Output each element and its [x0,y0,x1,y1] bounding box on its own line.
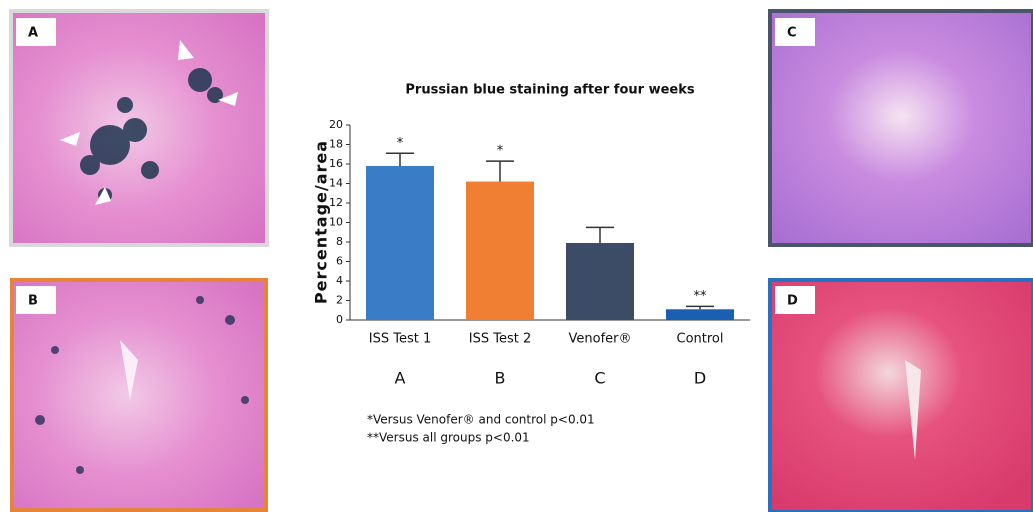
group-label: B [495,369,506,388]
y-tick-label: 0 [336,313,343,326]
error-bar [686,305,714,310]
y-tick-label: 4 [336,274,343,287]
y-tick-label: 14 [329,177,343,190]
panel-b: B [10,278,268,512]
panel-label: C [787,26,797,41]
panel-a: A [9,9,269,247]
group-label: C [594,369,605,388]
error-bar [486,160,514,182]
panel-c: C [768,9,1033,247]
significance: ** [694,289,708,304]
y-tick-label: 20 [329,118,343,131]
y-tick-label: 16 [329,157,343,170]
y-tick-label: 8 [336,235,343,248]
group-label: D [694,369,706,388]
panel-label: A [28,26,38,41]
bar [566,242,634,320]
panel-label: D [787,294,798,309]
x-tick-label: ISS Test 2 [469,332,531,347]
y-axis-label: Percentage/area [312,140,331,304]
y-tick-label: 10 [329,216,343,229]
error-bar [586,226,614,243]
group-label: A [395,369,406,388]
note: *Versus Venofer® and control p<0.01 [367,413,595,427]
significance: * [497,144,504,159]
panel-label: B [28,294,38,309]
y-tick-label: 2 [336,294,343,307]
significance: * [397,136,404,151]
x-tick-label: ISS Test 1 [369,332,431,347]
y-tick-label: 6 [336,255,343,268]
x-tick-label: Venofer® [569,332,632,347]
chart-title: Prussian blue staining after four weeks [405,83,694,98]
y-tick-label: 12 [329,196,343,209]
panel-d: D [768,278,1033,512]
bar [466,181,534,320]
x-tick-label: Control [677,332,724,347]
y-tick-label: 18 [329,138,343,151]
note: **Versus all groups p<0.01 [367,431,530,445]
error-bar [386,152,414,166]
bar [666,309,734,320]
bar [366,165,434,320]
